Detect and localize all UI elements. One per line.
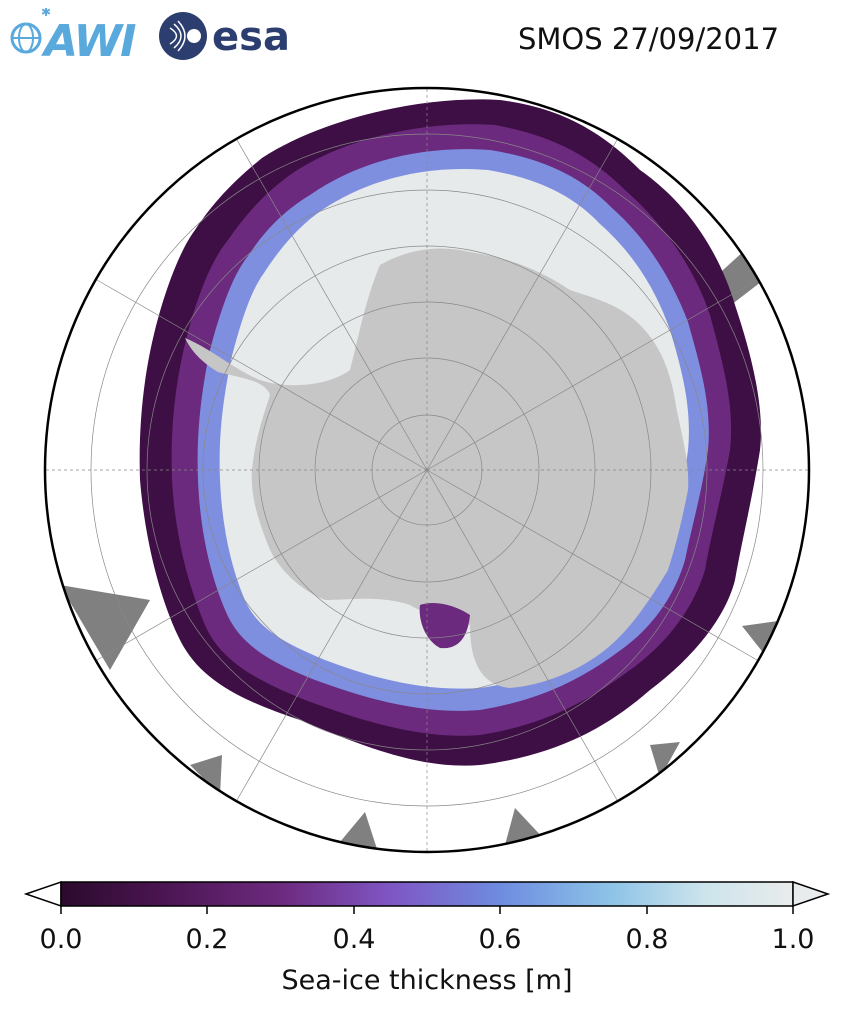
esa-logo-text: esa [212,14,290,60]
colorbar-tick-label: 0.6 [478,924,522,955]
no-data-region [340,812,378,852]
colorbar-gradient [60,881,794,907]
awi-logo-text: AWI [41,16,136,64]
colorbar-tick-label: 0.4 [332,924,376,955]
graticule [45,88,809,852]
colorbar-tick-label: 0.2 [185,924,229,955]
ross-ice-shelf-inlet [419,603,470,649]
colorbar-tick-label: 1.0 [771,924,815,955]
colorbar-label: Sea-ice thickness [m] [281,965,573,996]
no-data-region [190,755,222,795]
colorbar-over-arrow [792,880,831,908]
antarctica-landmass [185,248,689,689]
colorbar-tick-label: 0.8 [625,924,669,955]
sea-ice-map [43,86,811,854]
no-data-region [650,742,680,778]
page-title: SMOS 27/09/2017 [518,22,780,56]
awi-logo: ✱ AWI [10,8,138,64]
colorbar-under-arrow [23,880,62,908]
esa-logo: esa [159,12,290,60]
colorbar-tick-label: 0.0 [39,924,83,955]
svg-text:✱: ✱ [41,8,51,19]
colorbar [23,880,831,914]
no-data-region [60,585,150,670]
map-boundary [43,86,811,854]
